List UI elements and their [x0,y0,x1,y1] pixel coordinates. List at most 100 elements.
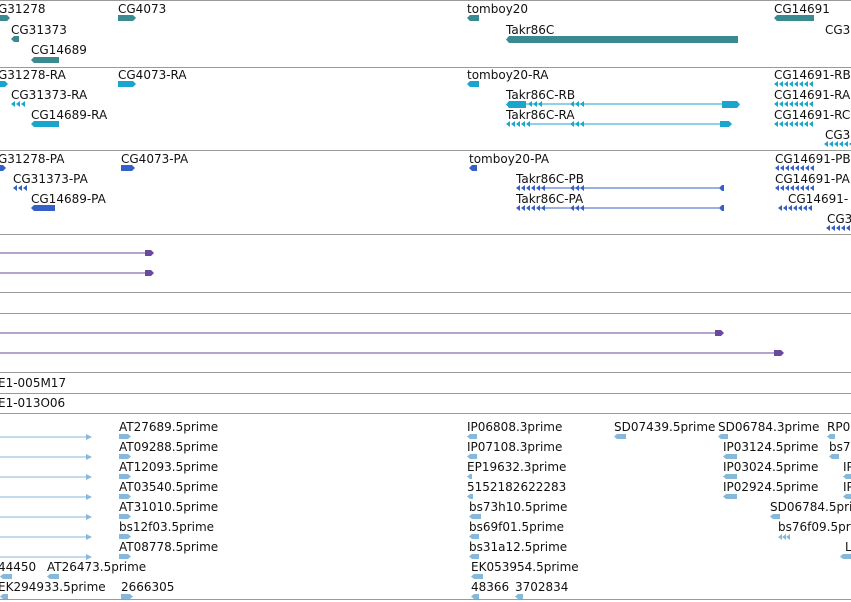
protein-glyph[interactable] [808,205,812,211]
gene-label[interactable]: CG14689 [31,43,87,57]
protein-glyph[interactable] [783,205,787,211]
est-label[interactable]: RP0 [827,420,851,434]
transcript-glyph[interactable] [774,101,778,107]
gene-glyph[interactable] [0,15,10,21]
gene-glyph[interactable] [118,15,136,21]
gene-label[interactable]: CG3 [825,23,851,37]
protein-glyph[interactable] [790,185,794,191]
est-glyph[interactable] [86,494,92,500]
gene-label[interactable]: CG31373 [11,23,67,37]
est-label[interactable]: bs7 [829,440,851,454]
transcript-label[interactable]: tomboy20-RA [467,68,549,82]
est-glyph[interactable] [469,554,479,559]
transcript-glyph[interactable] [506,121,510,127]
transcript-label[interactable]: G31278-RA [0,68,66,82]
est-label[interactable]: SD06784.3prime [718,420,820,434]
protein-label[interactable]: CG3 [827,212,851,226]
est-label[interactable]: IP03024.5prime [723,460,819,474]
transcript-label[interactable]: Takr86C-RB [506,88,576,102]
protein-label[interactable]: G31278-PA [0,152,65,166]
est-glyph[interactable] [782,534,786,540]
est-label[interactable]: EK053954.5prime [471,560,579,574]
alignment-glyph[interactable] [145,250,154,256]
transcript-label[interactable]: CG3 [825,128,851,142]
est-glyph[interactable] [86,534,92,540]
transcript-glyph[interactable] [779,101,783,107]
protein-glyph[interactable] [18,185,22,191]
protein-label[interactable]: CG14691-PA [775,172,850,186]
transcript-glyph[interactable] [829,141,833,147]
transcript-glyph[interactable] [16,101,20,107]
est-label[interactable]: IP [843,460,851,474]
protein-glyph[interactable] [810,165,814,171]
gene-label[interactable]: CG4073 [118,2,167,16]
transcript-glyph[interactable] [809,81,813,87]
transcript-glyph[interactable] [799,81,803,87]
est-label[interactable]: bs31a12.5prime [469,540,568,554]
transcript-glyph[interactable] [118,81,136,87]
est-glyph[interactable] [119,554,131,559]
transcript-glyph[interactable] [0,81,8,87]
est-glyph[interactable] [86,514,92,520]
protein-glyph[interactable] [526,205,530,211]
transcript-glyph[interactable] [526,121,530,127]
est-glyph[interactable] [840,554,851,559]
transcript-glyph[interactable] [809,101,813,107]
protein-glyph[interactable] [780,165,784,171]
transcript-glyph[interactable] [824,141,828,147]
clone-label[interactable]: E1-005M17 [0,376,67,390]
transcript-label[interactable]: CG14691-RB [774,68,851,82]
transcript-glyph[interactable] [784,81,788,87]
transcript-label[interactable]: CG14689-RA [31,108,108,122]
est-label[interactable]: SD07439.5prime [614,420,716,434]
gene-label[interactable]: tomboy20 [467,2,529,16]
est-label[interactable]: AT08778.5prime [119,540,219,554]
transcript-glyph[interactable] [804,101,808,107]
gene-label[interactable]: G31278 [0,2,46,16]
transcript-glyph[interactable] [774,121,778,127]
protein-glyph[interactable] [810,185,814,191]
est-label[interactable]: AT31010.5prime [119,500,219,514]
transcript-label[interactable]: CG14691-RA [774,88,851,102]
transcript-glyph[interactable] [31,121,59,127]
est-label[interactable]: SD06784.5prime [770,500,851,514]
protein-glyph[interactable] [469,165,477,171]
transcript-label[interactable]: CG4073-RA [118,68,187,82]
protein-glyph[interactable] [831,225,835,231]
transcript-label[interactable]: Takr86C-RA [506,108,575,122]
protein-glyph[interactable] [719,185,724,191]
est-label[interactable]: 3702834 [515,580,569,594]
transcript-glyph[interactable] [784,101,788,107]
protein-label[interactable]: Takr86C-PB [516,172,585,186]
est-label[interactable]: IP07108.3prime [467,440,563,454]
est-label[interactable]: 5152182622283 [467,480,567,494]
est-label[interactable]: IP06808.3prime [467,420,563,434]
transcript-glyph[interactable] [804,121,808,127]
gene-glyph[interactable] [506,36,738,43]
transcript-glyph[interactable] [834,141,838,147]
est-label[interactable]: bs12f03.5prime [119,520,215,534]
est-label[interactable]: IP03124.5prime [723,440,819,454]
transcript-glyph[interactable] [804,81,808,87]
protein-glyph[interactable] [13,185,17,191]
est-glyph[interactable] [723,494,737,499]
gene-label[interactable]: Takr86C [506,23,555,37]
est-label[interactable]: 44450 [0,560,37,574]
gene-glyph[interactable] [11,36,19,42]
protein-glyph[interactable] [788,205,792,211]
est-glyph[interactable] [471,574,483,579]
alignment-glyph[interactable] [715,330,724,336]
protein-label[interactable]: CG14691- [788,192,849,206]
gene-glyph[interactable] [467,15,479,21]
transcript-glyph[interactable] [774,81,778,87]
transcript-glyph[interactable] [789,81,793,87]
protein-glyph[interactable] [526,185,530,191]
est-glyph[interactable] [843,494,851,499]
transcript-glyph[interactable] [799,101,803,107]
est-glyph[interactable] [86,554,92,560]
protein-glyph[interactable] [775,185,779,191]
transcript-glyph[interactable] [789,121,793,127]
protein-glyph[interactable] [531,185,535,191]
protein-label[interactable]: CG14689-PA [31,192,106,206]
alignment-glyph[interactable] [145,270,154,276]
